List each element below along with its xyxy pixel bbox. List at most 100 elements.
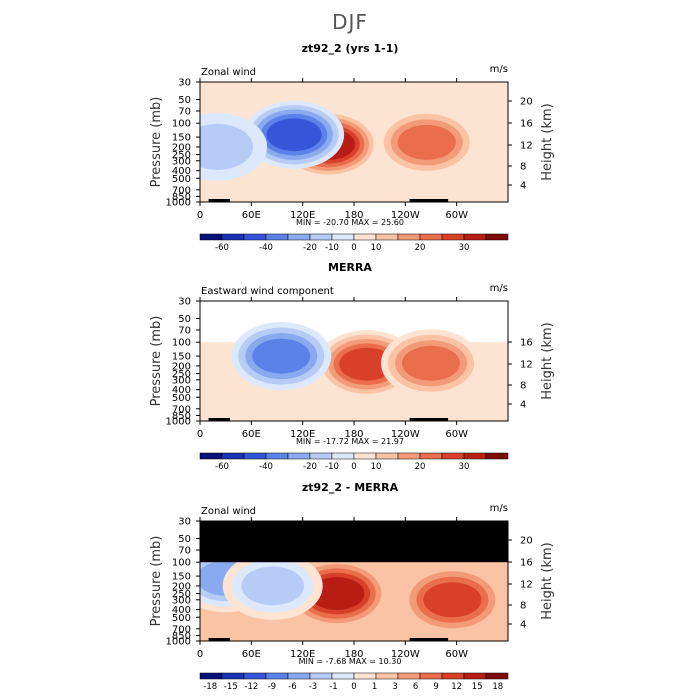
panel-variable-label: Zonal wind [201, 67, 256, 78]
colorbar-box [331, 233, 355, 241]
x-tick-label: 0 [197, 210, 203, 221]
panel-title: zt92_2 (yrs 1-1) [302, 42, 399, 55]
pressure-tick-label: 1000 [166, 637, 191, 648]
topography-mask [208, 418, 230, 421]
pressure-tick-label: 70 [178, 325, 191, 336]
height-tick-label: 8 [520, 381, 526, 392]
colorbar-box [287, 233, 311, 241]
y-axis-label: Pressure (mb) [149, 97, 164, 188]
colorbar-box [243, 452, 267, 460]
pressure-tick-label: 100 [172, 558, 191, 569]
colorbar-label: 0 [351, 682, 356, 692]
contour-feature [309, 577, 365, 610]
contour-feature [402, 345, 460, 381]
topography-mask [409, 638, 449, 641]
colorbar-label: -9 [268, 682, 276, 692]
height-tick-label: 16 [520, 338, 533, 349]
colorbar-box [331, 672, 355, 680]
colorbar-box [199, 672, 223, 680]
pressure-tick-label: 70 [178, 545, 191, 556]
x-tick-label: 180 [344, 210, 363, 221]
pressure-tick-label: 50 [178, 314, 191, 325]
contour-feature [241, 566, 305, 606]
y-axis-right-label: Height (km) [540, 103, 555, 180]
height-tick-label: 16 [520, 119, 533, 130]
height-tick-label: 16 [520, 558, 533, 569]
height-tick-label: 4 [520, 181, 526, 192]
pressure-tick-label: 150 [172, 572, 191, 583]
colorbar-box [397, 233, 421, 241]
x-tick-label: 120W [391, 429, 420, 440]
plot-area [200, 82, 508, 202]
x-tick-label: 180 [344, 649, 363, 660]
colorbar-box [397, 452, 421, 460]
pressure-tick-label: 70 [178, 106, 191, 117]
contour-feature [423, 582, 482, 618]
colorbar-label: -12 [244, 682, 258, 692]
topography-mask [208, 199, 230, 202]
contour-feature [266, 118, 322, 152]
pressure-tick-label: 850 [172, 192, 191, 203]
colorbar-box [243, 233, 267, 241]
colorbar-label: 10 [371, 243, 382, 253]
pressure-tick-label: 30 [178, 78, 191, 89]
colorbar-label: 12 [451, 682, 462, 692]
panel-units-label: m/s [490, 64, 508, 75]
topography-mask [409, 418, 449, 421]
colorbar-label: 9 [433, 682, 438, 692]
pressure-tick-label: 850 [172, 631, 191, 642]
min-max-stats: MIN = -7.68 MAX = 10.30 [299, 657, 402, 666]
colorbar-label: -1 [329, 682, 337, 692]
pressure-tick-label: 700 [172, 404, 191, 415]
colorbar-box [287, 452, 311, 460]
colorbar-box [221, 672, 245, 680]
colorbar-box [309, 452, 333, 460]
colorbar-box [375, 233, 399, 241]
pressure-tick-label: 400 [172, 385, 191, 396]
min-max-stats: MIN = -17.72 MAX = 21.97 [296, 437, 404, 446]
height-tick-label: 12 [520, 360, 533, 371]
x-tick-label: 180 [344, 429, 363, 440]
contour-feature [397, 124, 456, 160]
y-axis-right-label: Height (km) [540, 322, 555, 399]
pressure-tick-label: 150 [172, 352, 191, 363]
x-tick-label: 60E [242, 210, 261, 221]
y-axis-right-label: Height (km) [540, 542, 555, 619]
colorbar-box [419, 452, 443, 460]
min-max-stats: MIN = -20.70 MAX = 25.60 [296, 218, 404, 227]
x-tick-label: 0 [197, 429, 203, 440]
pressure-tick-label: 150 [172, 133, 191, 144]
colorbar-box [463, 233, 487, 241]
pressure-tick-label: 200 [172, 361, 191, 372]
colorbar-box [353, 233, 377, 241]
height-tick-label: 20 [520, 97, 533, 108]
height-tick-label: 8 [520, 601, 526, 612]
colorbar-box [419, 233, 443, 241]
colorbar-box [243, 672, 267, 680]
pressure-tick-label: 100 [172, 338, 191, 349]
colorbar-box [375, 452, 399, 460]
height-tick-label: 8 [520, 162, 526, 173]
x-tick-label: 0 [197, 649, 203, 660]
colorbar-label: 6 [413, 682, 418, 692]
panel-title: zt92_2 - MERRA [302, 481, 399, 494]
colorbar-box [309, 672, 333, 680]
pressure-tick-label: 300 [172, 595, 191, 606]
panel-units-label: m/s [490, 503, 508, 514]
colorbar-label: 1 [372, 682, 377, 692]
contour-feature [252, 338, 311, 374]
colorbar-box [441, 233, 465, 241]
colorbar-label: -18 [203, 682, 217, 692]
colorbar-label: -40 [259, 462, 273, 472]
colorbar-box [485, 233, 509, 241]
colorbar-box [463, 452, 487, 460]
contour-feature [339, 347, 395, 381]
panel-units-label: m/s [490, 283, 508, 294]
plot-area [200, 521, 508, 641]
pressure-tick-label: 200 [172, 142, 191, 153]
colorbar-box [199, 452, 223, 460]
topography-mask [409, 199, 449, 202]
pressure-tick-label: 250 [172, 369, 191, 380]
